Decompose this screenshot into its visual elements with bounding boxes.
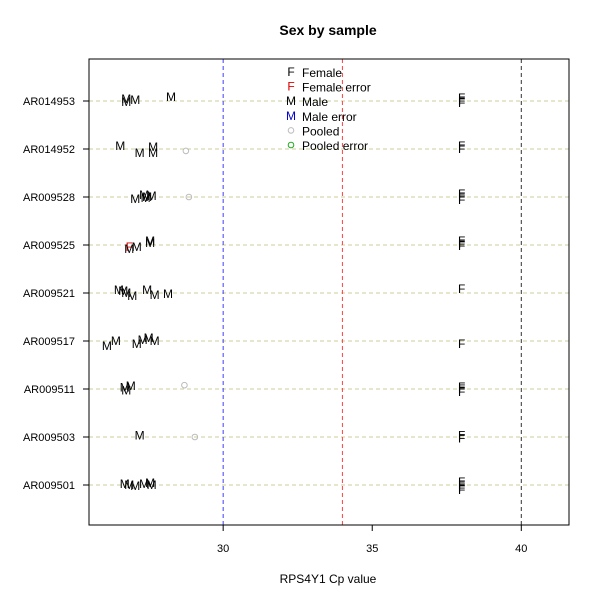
legend-symbol — [287, 141, 295, 149]
data-point: M — [135, 429, 145, 443]
y-tick-label: AR009517 — [23, 336, 75, 348]
data-point: F — [458, 187, 465, 201]
x-tick-label: 30 — [217, 543, 229, 555]
legend-symbol: F — [287, 80, 294, 94]
data-point: M — [124, 478, 134, 492]
legend-label: Pooled — [302, 124, 339, 138]
y-tick-label: AR009528 — [23, 192, 75, 204]
x-tick-label: 35 — [366, 543, 378, 555]
data-point: M — [141, 191, 151, 205]
x-axis-label: RPS4Y1 Cp value — [280, 572, 377, 586]
data-point: F — [126, 240, 133, 254]
data-point: F — [458, 91, 465, 105]
data-point: M — [120, 381, 130, 395]
data-point: M — [138, 333, 148, 347]
data-point: F — [458, 234, 465, 248]
data-point: M — [121, 92, 131, 106]
data-point: M — [132, 337, 142, 351]
data-point: M — [139, 188, 149, 202]
data-point: M — [145, 476, 155, 490]
data-point: F — [458, 382, 465, 396]
data-point: M — [142, 283, 152, 297]
data-point: M — [130, 93, 140, 107]
data-point: F — [458, 475, 465, 489]
y-tick-label: AR009503 — [23, 432, 75, 444]
data-point: F — [458, 385, 465, 399]
data-point: F — [458, 190, 465, 204]
data-point: M — [145, 236, 155, 250]
legend-symbol: F — [287, 65, 294, 79]
data-point: M — [166, 90, 176, 104]
data-point: M — [126, 379, 136, 393]
data-point: F — [458, 380, 465, 394]
data-point: M — [145, 234, 155, 248]
y-tick-label: AR009511 — [24, 384, 75, 396]
data-point: F — [458, 142, 465, 156]
data-point: F — [458, 94, 465, 108]
data-point: M — [150, 334, 160, 348]
data-point: F — [458, 478, 465, 492]
data-point: M — [148, 146, 158, 160]
y-tick-label: AR009501 — [23, 480, 75, 492]
data-point: F — [458, 431, 465, 445]
data-point: M — [102, 339, 112, 353]
data-point: M — [148, 140, 158, 154]
chart-title: Sex by sample — [279, 22, 376, 38]
legend-symbol — [287, 127, 295, 134]
plot-area — [88, 58, 570, 526]
data-point — [181, 381, 188, 389]
legend-label: Male error — [302, 110, 357, 124]
data-point — [185, 193, 193, 201]
legend-symbol: M — [286, 109, 296, 123]
legend-label: Male — [302, 95, 328, 109]
data-point: M — [147, 189, 157, 203]
y-tick-label: AR014952 — [23, 144, 75, 156]
data-point: M — [163, 287, 173, 301]
data-point: M — [144, 331, 154, 345]
data-point: M — [150, 288, 160, 302]
data-point: M — [120, 477, 130, 491]
data-point: M — [139, 477, 149, 491]
data-point — [182, 147, 190, 155]
y-tick-label: AR009525 — [23, 240, 75, 252]
data-point: F — [458, 429, 465, 443]
legend-label: Female — [302, 66, 342, 80]
data-point: F — [458, 239, 465, 253]
data-point: M — [130, 192, 140, 206]
data-point: M — [147, 478, 157, 492]
data-point: M — [124, 242, 134, 256]
data-point: F — [458, 96, 465, 110]
legend-label: Pooled error — [302, 139, 368, 153]
data-point: M — [142, 190, 152, 204]
data-point: F — [458, 193, 465, 207]
data-point: F — [458, 139, 465, 153]
y-tick-label: AR014953 — [23, 96, 75, 108]
data-point — [191, 433, 199, 441]
data-point: M — [130, 479, 140, 493]
data-point: M — [115, 139, 125, 153]
data-point: M — [114, 283, 124, 297]
data-point: M — [127, 289, 137, 303]
data-point: F — [458, 481, 465, 495]
legend-label: Female error — [302, 81, 371, 95]
y-tick-label: AR009521 — [23, 288, 75, 300]
data-point: F — [458, 282, 465, 296]
data-point: M — [121, 286, 131, 300]
data-point: F — [458, 337, 465, 351]
data-point: M — [118, 284, 128, 298]
legend-symbol: M — [286, 94, 296, 108]
data-point: F — [458, 483, 465, 497]
data-point: M — [121, 383, 131, 397]
data-point: M — [111, 334, 121, 348]
x-tick-label: 40 — [515, 543, 527, 555]
data-point: F — [458, 237, 465, 251]
data-point: M — [135, 146, 145, 160]
data-point: M — [121, 95, 131, 109]
data-point: M — [132, 240, 142, 254]
